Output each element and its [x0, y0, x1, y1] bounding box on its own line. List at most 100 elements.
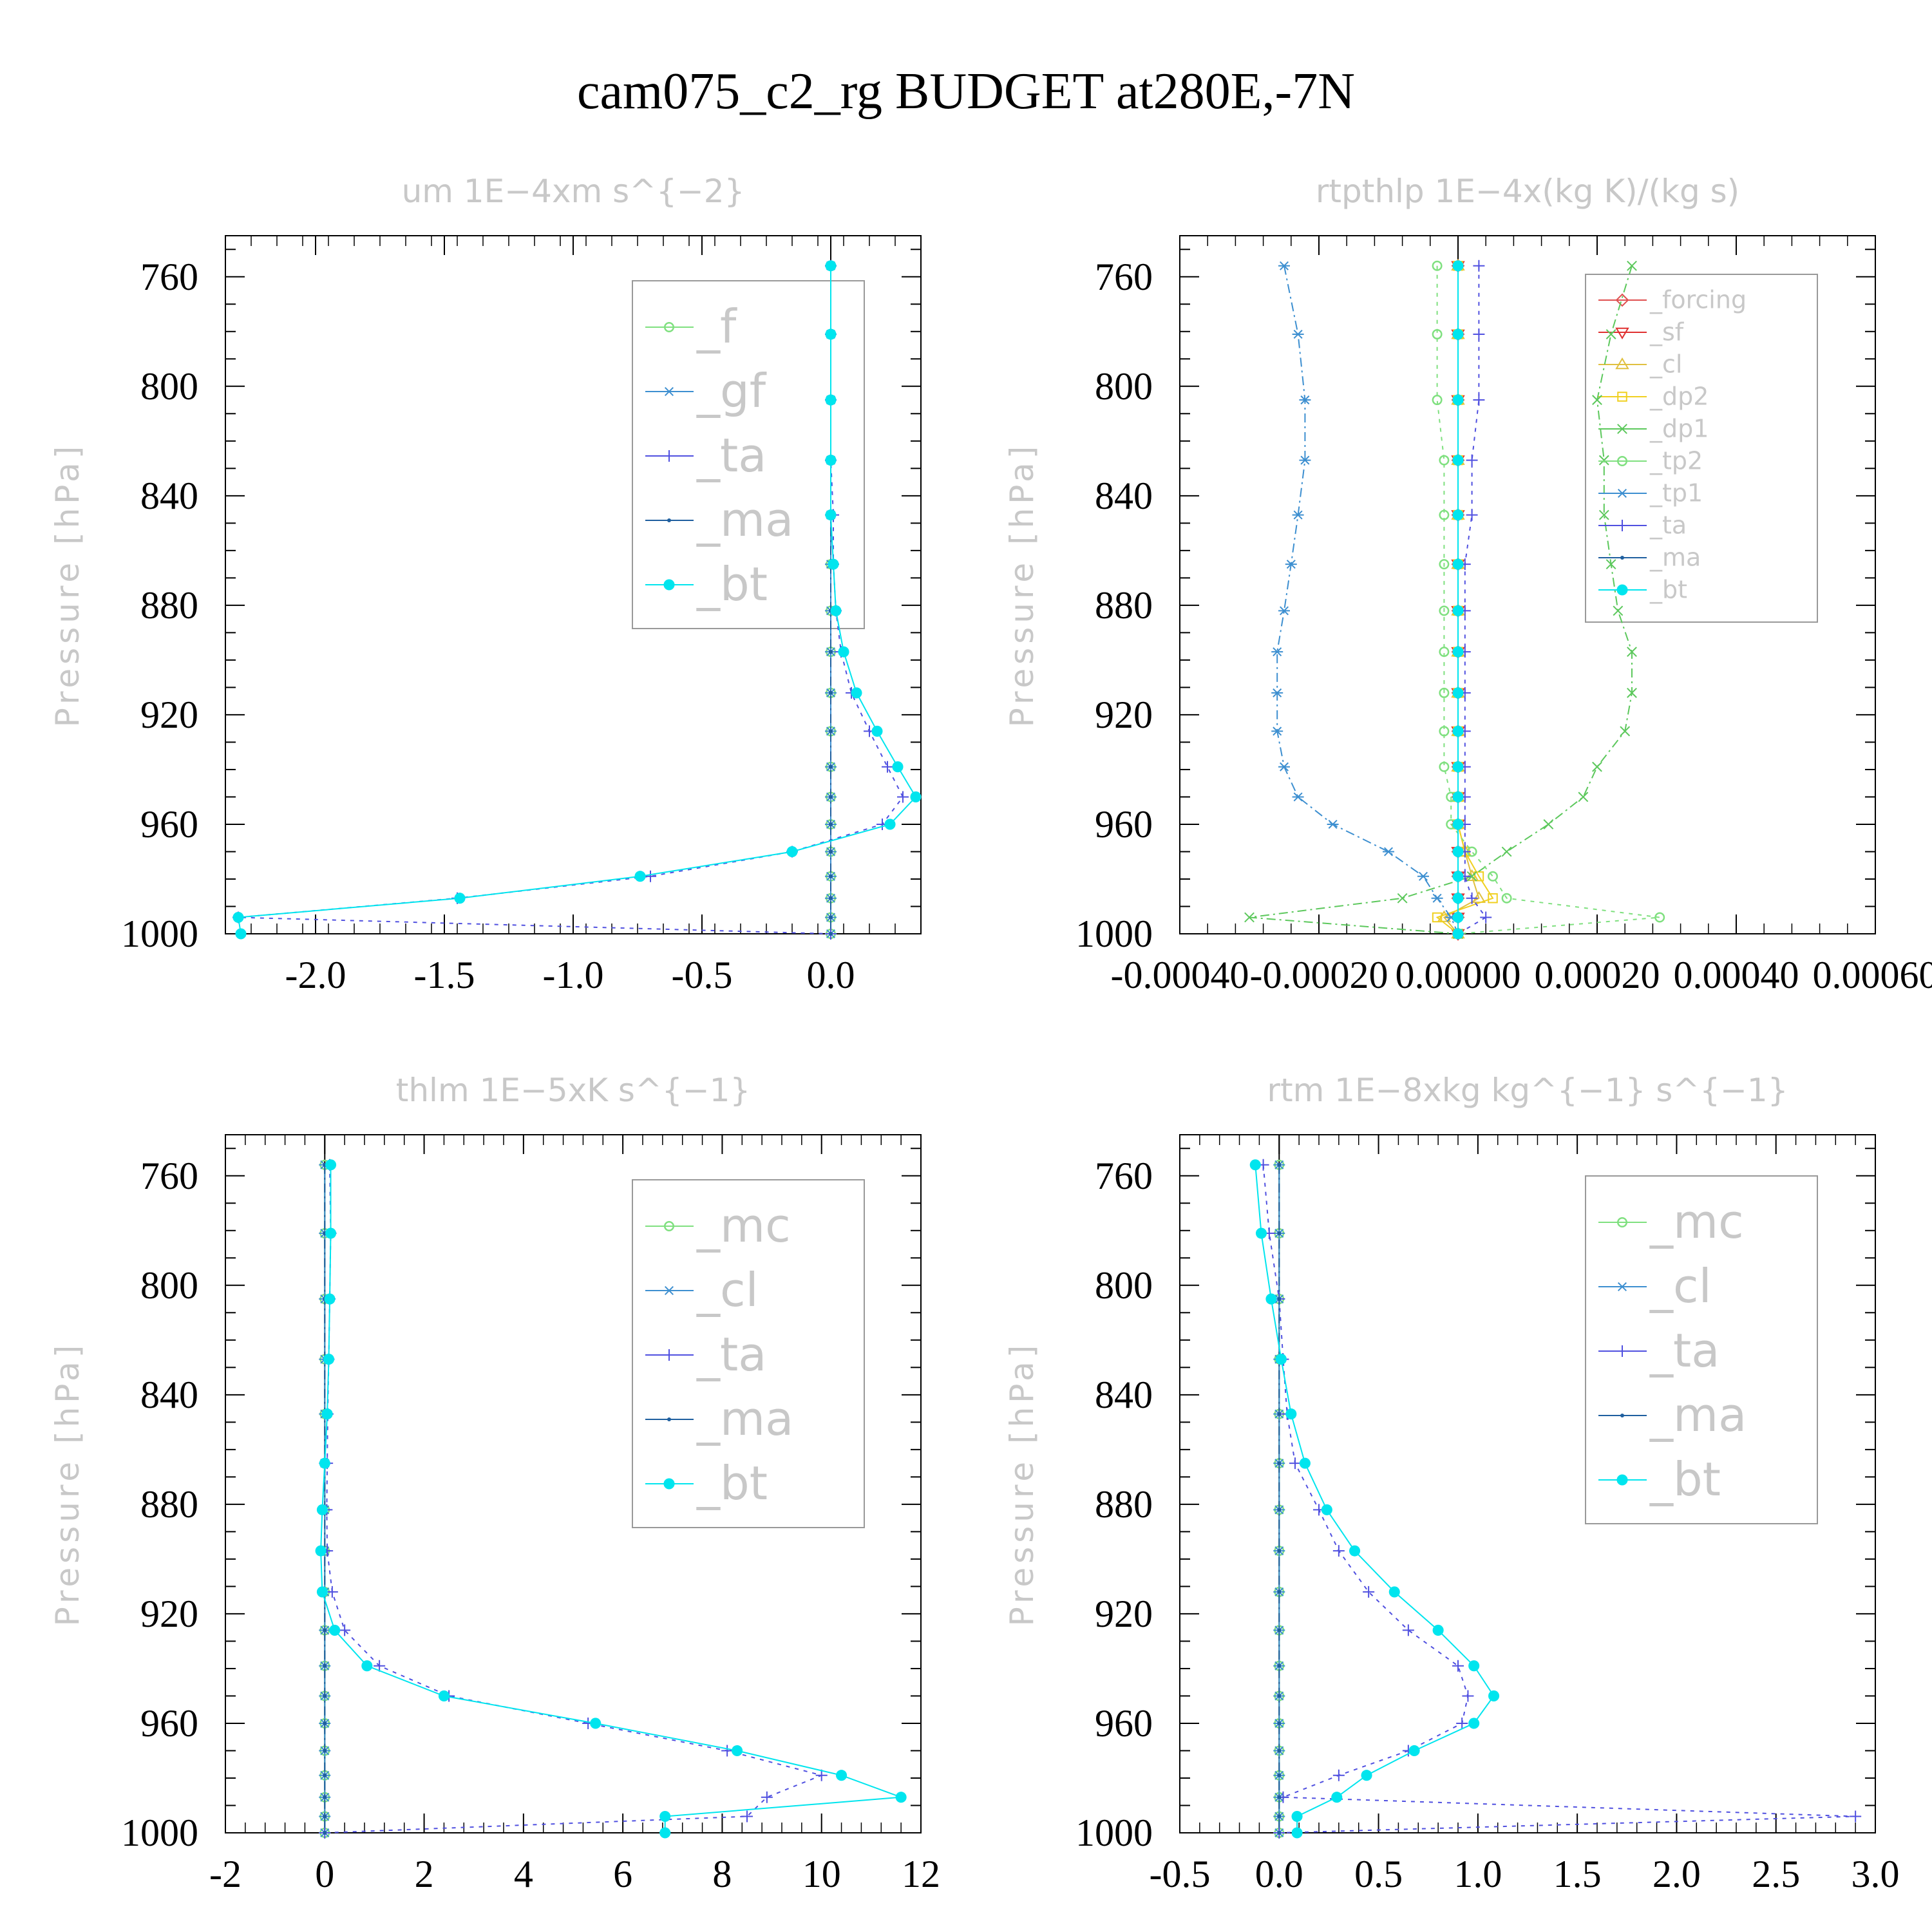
data-point [1439, 509, 1450, 520]
y-tick-label: 840 [1095, 475, 1153, 517]
legend-label: _cl [1649, 1259, 1712, 1313]
y-tick-label: 760 [140, 1155, 198, 1197]
data-point [1452, 761, 1464, 773]
data-point [1383, 847, 1394, 857]
data-point [1331, 1792, 1343, 1803]
legend-marker [664, 322, 674, 332]
y-tick-label: 760 [1095, 1155, 1153, 1197]
data-point [1468, 1660, 1480, 1672]
legend-marker [1620, 1414, 1624, 1417]
legend-label: _f [696, 299, 737, 354]
data-point [1473, 328, 1485, 341]
data-point [323, 1831, 327, 1835]
data-point [1627, 260, 1637, 271]
legend-label: _ma [1649, 1388, 1747, 1442]
y-tick-label: 840 [1095, 1374, 1153, 1416]
chart-panel-2: rtpthlp 1E−4x(kg K)/(kg s) Pressure [hPa]… [1003, 173, 1932, 996]
data-point [1466, 892, 1478, 904]
legend-marker [663, 579, 675, 591]
legend-box [632, 280, 865, 629]
data-point [741, 1810, 753, 1823]
series-bt: _bt [1249, 1159, 1721, 1839]
legend-marker [1616, 1282, 1628, 1292]
legend-label: _ma [1649, 544, 1701, 572]
data-point [1299, 455, 1311, 465]
series-ma: _ma [1456, 263, 1701, 936]
panel-title: rtm 1E−8xkg kg^{−1} s^{−1} [1267, 1072, 1788, 1109]
data-point [1466, 454, 1478, 466]
legend-marker [1616, 488, 1628, 498]
data-point [829, 849, 833, 854]
data-point [659, 1810, 671, 1823]
data-point [454, 893, 466, 904]
data-point [1439, 687, 1450, 698]
data-point [1275, 1354, 1287, 1365]
legend-marker [1616, 520, 1628, 531]
data-point [1472, 891, 1486, 904]
data-point [1408, 1745, 1420, 1757]
x-tick-label: 0.00020 [1535, 954, 1660, 996]
data-point [1620, 726, 1631, 737]
legend-box [632, 1179, 865, 1528]
data-point [1452, 646, 1464, 658]
data-point [323, 1354, 335, 1365]
data-point [1277, 1461, 1282, 1466]
data-point [721, 1745, 734, 1757]
data-point [1278, 261, 1290, 270]
x-tick-label: 10 [802, 1853, 841, 1895]
data-point [1291, 1810, 1303, 1823]
data-point [851, 687, 862, 699]
data-point [1452, 1660, 1464, 1672]
data-point [1452, 846, 1464, 858]
y-tick-label: 800 [140, 1264, 198, 1307]
y-axis-label: Pressure [hPa] [1003, 1341, 1041, 1627]
y-tick-label: 840 [140, 1374, 198, 1416]
data-point [590, 1718, 601, 1729]
y-tick-label: 1000 [121, 1812, 198, 1854]
data-point [1462, 1690, 1474, 1702]
series-ma: _ma [1277, 1162, 1747, 1835]
data-point [1244, 912, 1255, 923]
y-tick-label: 880 [1095, 584, 1153, 627]
data-point [323, 1663, 327, 1668]
data-point [1432, 329, 1443, 340]
data-point [1327, 819, 1339, 829]
data-point [895, 1792, 907, 1803]
data-point [829, 729, 833, 734]
data-point [1592, 395, 1602, 405]
data-point [1249, 1159, 1261, 1171]
series-ta: _ta [319, 1159, 828, 1839]
y-tick-label: 960 [140, 803, 198, 846]
data-point [1277, 1297, 1282, 1302]
data-point [1432, 912, 1443, 923]
data-point [325, 1227, 337, 1239]
data-point [1271, 647, 1283, 657]
data-point [1432, 1624, 1444, 1636]
data-point [1431, 893, 1443, 903]
data-point [1277, 1795, 1282, 1799]
legend-marker [663, 386, 675, 397]
chart-panel-1: um 1E−4xm s^{−2} Pressure [hPa] 760 800 840 8… [49, 173, 922, 996]
series-line [1457, 265, 1487, 934]
y-axis-label: Pressure [hPa] [49, 442, 86, 728]
data-point [1271, 688, 1283, 697]
data-point [829, 822, 833, 826]
series-bt: _bt [315, 1159, 907, 1839]
data-point [829, 932, 833, 936]
y-tick-label: 920 [1095, 694, 1153, 736]
data-point [1363, 1586, 1375, 1598]
data-point [1439, 647, 1450, 658]
data-point [1488, 1690, 1500, 1702]
legend-marker [1617, 456, 1627, 466]
data-point [1452, 725, 1464, 737]
data-point [1277, 1589, 1282, 1594]
series-dp1: _dp1 [1244, 260, 1709, 939]
legend-marker [1620, 556, 1624, 560]
data-point [1439, 559, 1450, 570]
data-point [1388, 1586, 1400, 1598]
data-point [1277, 1748, 1282, 1753]
data-point [1332, 1545, 1345, 1557]
data-point [1452, 328, 1464, 340]
data-point [1439, 605, 1450, 616]
x-tick-label: -1.5 [414, 954, 475, 996]
